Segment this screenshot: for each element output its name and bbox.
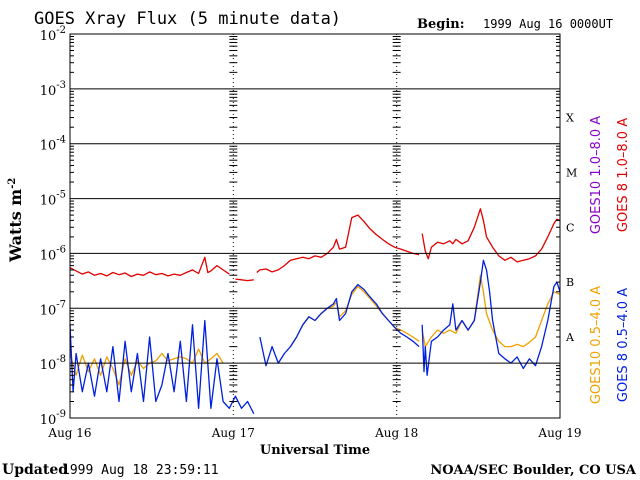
updated-label: Updated bbox=[2, 462, 68, 478]
flare-class-a: A bbox=[565, 331, 575, 344]
begin-label: Begin: bbox=[417, 17, 465, 32]
y-axis-label: Watts m-2 bbox=[6, 178, 25, 263]
series-line-goes-8-1-0-8-0-a-seg-1 bbox=[235, 278, 254, 282]
y-tick-label-2: 10-4 bbox=[40, 135, 66, 154]
chart-title: GOES Xray Flux (5 minute data) bbox=[34, 9, 341, 29]
x-tick-label-2: Aug 18 bbox=[374, 426, 418, 440]
series-line-goes-8-0-5-4-0-a-seg-0 bbox=[69, 319, 255, 414]
begin-value: 1999 Aug 16 0000UT bbox=[483, 17, 613, 31]
y-tick-label-1: 10-3 bbox=[40, 80, 66, 99]
legend-goes10-1-0-8-0-a: GOES10 1.0–8.0 A bbox=[589, 116, 604, 234]
series-line-goes10-0-5-4-0-a-seg-2 bbox=[421, 274, 561, 348]
labels-layer: Aug 16 Aug 17 Aug 18 Aug 19 10-2 10-3 10-4 10-5… bbox=[40, 25, 631, 440]
x-tick-label-0: Aug 16 bbox=[47, 426, 91, 440]
series-layer bbox=[69, 208, 561, 414]
y-tick-label-5: 10-7 bbox=[40, 299, 66, 318]
y-tick-label-3: 10-5 bbox=[40, 190, 66, 209]
series-line-goes-8-0-5-4-0-a-seg-2 bbox=[421, 259, 561, 376]
series-line-goes-8-0-5-4-0-a-seg-1 bbox=[259, 283, 420, 367]
y-axis-label-main: Watts m bbox=[6, 189, 25, 263]
y-axis-label-exponent: -2 bbox=[7, 178, 18, 189]
series-line-goes-8-1-0-8-0-a-seg-2 bbox=[256, 214, 420, 273]
y-tick-label-7: 10-9 bbox=[40, 409, 66, 428]
y-tick-label-0: 10-2 bbox=[40, 25, 66, 44]
credit-text: NOAA/SEC Boulder, CO USA bbox=[430, 463, 637, 478]
flare-class-b: B bbox=[566, 276, 574, 289]
flare-class-x: X bbox=[566, 112, 574, 125]
x-tick-label-1: Aug 17 bbox=[211, 426, 255, 440]
x-tick-label-3: Aug 19 bbox=[537, 426, 581, 440]
grid-layer bbox=[70, 88, 560, 364]
legend-goes-8-0-5-4-0-a: GOES 8 0.5–4.0 A bbox=[616, 288, 631, 402]
legend-goes10-0-5-4-0-a: GOES10 0.5–4.0 A bbox=[589, 286, 604, 404]
y-tick-label-6: 10-8 bbox=[40, 354, 66, 373]
updated-value: 1999 Aug 18 23:59:11 bbox=[62, 463, 219, 478]
flare-class-c: C bbox=[566, 221, 574, 234]
plot-frame bbox=[69, 33, 561, 419]
x-axis-label: Universal Time bbox=[260, 443, 370, 458]
series-line-goes-8-1-0-8-0-a-seg-3 bbox=[421, 208, 561, 263]
y-tick-label-4: 10-6 bbox=[40, 244, 66, 263]
legend-goes-8-1-0-8-0-a: GOES 8 1.0–8.0 A bbox=[616, 118, 631, 232]
flare-class-m: M bbox=[566, 166, 577, 179]
ticks-layer bbox=[70, 34, 560, 418]
series-line-goes-8-1-0-8-0-a-seg-0 bbox=[69, 256, 230, 278]
